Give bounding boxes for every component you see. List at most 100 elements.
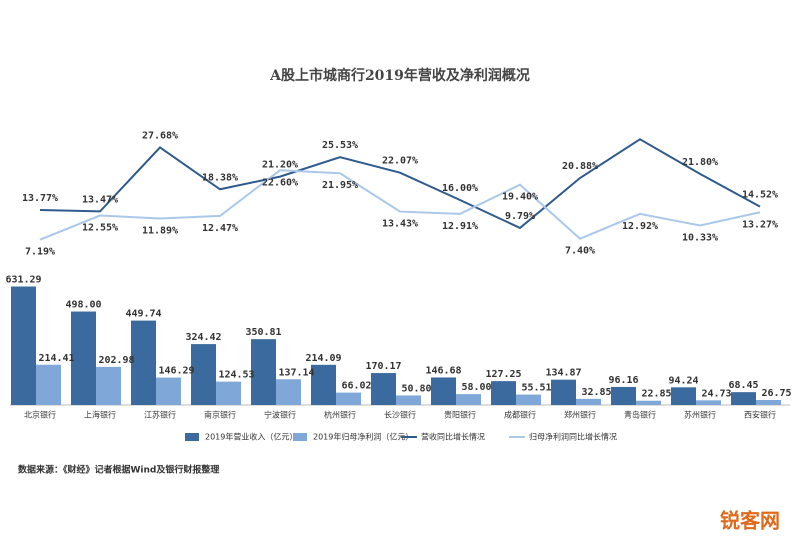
bar (11, 286, 36, 405)
bar (576, 398, 601, 405)
x-tick-label: 成都银行 (504, 410, 536, 420)
legend-label: 2019年归母净利润（亿元） (313, 432, 413, 442)
bar (251, 339, 276, 405)
x-tick-label: 贵阳银行 (444, 410, 476, 420)
line (39, 138, 761, 230)
data-label: 18.38% (202, 172, 238, 183)
x-tick-label: 南京银行 (204, 410, 236, 420)
data-label: 12.55% (82, 223, 118, 234)
data-label: 324.42 (185, 332, 221, 343)
bar (491, 381, 516, 405)
data-label: 350.81 (245, 327, 281, 338)
watermark: 锐客网 (720, 509, 780, 533)
bar (731, 392, 756, 405)
x-tick-label: 郑州银行 (564, 410, 596, 420)
data-label: 127.25 (485, 369, 521, 380)
bar (276, 379, 301, 405)
bar (396, 395, 421, 405)
data-label: 50.80 (401, 383, 431, 394)
data-label: 631.29 (5, 275, 41, 286)
data-label: 146.29 (158, 366, 194, 377)
data-label: 214.09 (305, 353, 341, 364)
bar (36, 364, 61, 405)
data-label: 27.68% (142, 130, 178, 141)
data-label: 21.95% (322, 180, 358, 191)
bar (696, 400, 721, 405)
bar (96, 366, 121, 405)
data-label: 449.74 (125, 309, 161, 320)
source: 数据来源：《财经》记者根据Wind及银行财报整理 (18, 464, 219, 476)
data-label: 94.24 (668, 375, 698, 386)
bar (371, 373, 396, 405)
data-label: 25.53% (322, 140, 358, 151)
data-label: 12.47% (202, 223, 238, 234)
data-label: 134.87 (545, 368, 581, 379)
data-label: 146.68 (425, 365, 461, 376)
bar (216, 381, 241, 405)
bar (311, 364, 336, 405)
bar (156, 377, 181, 405)
x-tick-label: 长沙银行 (384, 410, 416, 420)
data-label: 214.41 (38, 353, 74, 364)
x-tick-label: 宁波银行 (264, 410, 296, 420)
bar (756, 399, 781, 405)
data-label: 13.43% (382, 219, 418, 230)
x-tick-label: 苏州银行 (684, 410, 716, 420)
legend-swatch (293, 433, 307, 441)
bar (131, 320, 156, 405)
data-label: 22.60% (262, 177, 298, 188)
data-label: 24.73 (701, 388, 731, 399)
legend-label: 营收同比增长情况 (421, 432, 485, 442)
bar (431, 377, 456, 405)
x-tick-label: 西安银行 (744, 410, 776, 420)
data-label: 58.00 (461, 382, 491, 393)
data-label: 21.80% (682, 157, 718, 168)
data-label: 14.52% (742, 190, 778, 201)
data-label: 66.02 (341, 381, 371, 392)
data-label: 55.51 (521, 383, 551, 394)
bar (456, 394, 481, 405)
data-label: 12.92% (622, 221, 658, 232)
data-label: 7.40% (565, 246, 595, 257)
data-label: 96.16 (608, 375, 638, 386)
data-label: 22.85 (641, 389, 671, 400)
bar (636, 400, 661, 405)
data-label: 12.91% (442, 221, 478, 232)
data-label: 170.17 (365, 361, 401, 372)
data-label: 13.77% (22, 193, 58, 204)
data-label: 68.45 (728, 380, 758, 391)
data-label: 32.85 (581, 387, 611, 398)
data-label: 13.47% (82, 194, 118, 205)
x-tick-label: 上海银行 (84, 410, 116, 420)
bar (336, 392, 361, 405)
data-label: 498.00 (65, 300, 101, 311)
legend-label: 归母净利润同比增长情况 (529, 432, 617, 442)
data-label: 202.98 (98, 355, 134, 366)
data-label: 26.75 (761, 388, 791, 399)
legend-label: 2019年营业收入（亿元） (205, 432, 297, 442)
bar (551, 379, 576, 405)
data-label: 124.53 (218, 370, 254, 381)
data-label: 7.19% (25, 247, 55, 258)
legend-swatch (185, 433, 199, 441)
data-label: 16.00% (442, 183, 478, 194)
x-tick-label: 青岛银行 (624, 410, 656, 420)
line (39, 169, 761, 241)
bar (191, 344, 216, 405)
bar (516, 394, 541, 405)
data-label: 137.14 (278, 367, 314, 378)
data-label: 11.89% (142, 225, 178, 236)
data-label: 10.33% (682, 233, 718, 244)
data-label: 21.20% (262, 160, 298, 171)
bar (611, 386, 636, 405)
x-tick-label: 江苏银行 (144, 410, 176, 420)
bar (671, 387, 696, 405)
data-label: 20.88% (562, 161, 598, 172)
data-label: 13.27% (742, 219, 778, 230)
data-label: 9.79% (505, 211, 535, 222)
chart-title: A股上市城商行2019年营收及净利润概况 (269, 67, 530, 84)
data-label: 19.40% (502, 192, 538, 203)
bar (71, 311, 96, 405)
x-tick-label: 北京银行 (24, 410, 56, 420)
